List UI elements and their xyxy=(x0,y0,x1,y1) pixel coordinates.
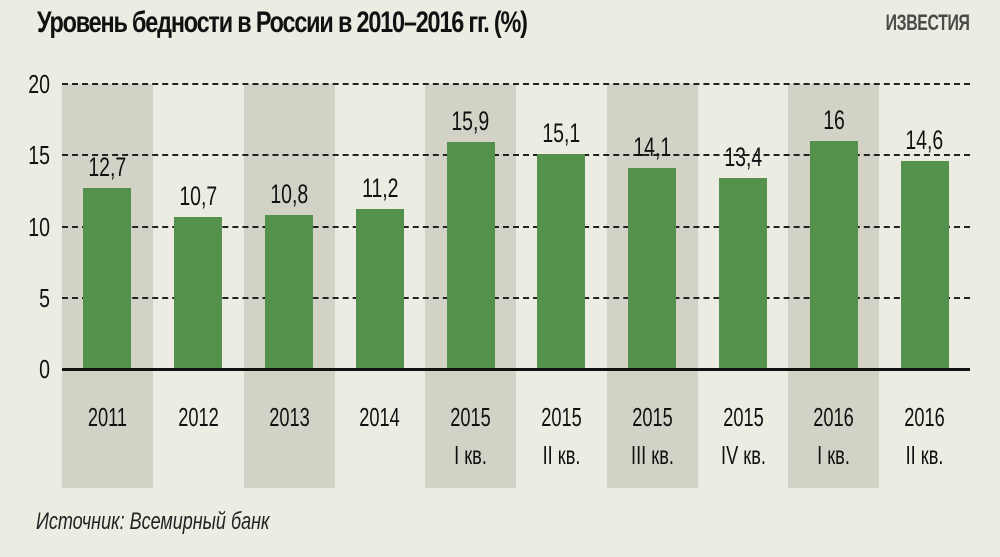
y-tick-label: 15 xyxy=(28,140,50,171)
bar xyxy=(900,160,949,369)
gridline xyxy=(62,296,970,299)
y-tick-label: 10 xyxy=(28,211,50,242)
x-tick-label: 2015 III кв. xyxy=(630,402,674,470)
value-label: 16 xyxy=(823,105,845,135)
bar xyxy=(537,153,586,369)
x-tick-label: 2015 I кв. xyxy=(450,402,491,470)
x-tick-label: 2013 xyxy=(268,402,310,432)
bar xyxy=(83,188,132,369)
x-tick-label: 2012 xyxy=(178,402,219,432)
value-label: 12,7 xyxy=(88,152,127,183)
x-axis-line xyxy=(62,368,970,371)
value-label: 15,9 xyxy=(451,106,490,137)
bar xyxy=(719,178,767,369)
x-tick-label: 2014 xyxy=(359,402,401,432)
x-tick-label: 2016 II кв. xyxy=(904,402,945,470)
gridline xyxy=(62,83,970,85)
value-label: 15,1 xyxy=(542,117,581,148)
bar xyxy=(355,209,404,369)
x-tick-label: 2011 xyxy=(87,402,128,432)
gridline xyxy=(62,154,970,157)
value-label: 10,8 xyxy=(270,179,309,210)
source-note: Источник: Всемирный банк xyxy=(36,508,270,535)
value-label: 10,7 xyxy=(179,180,218,211)
brand-logo: ИЗВЕСТИЯ xyxy=(886,10,970,35)
bar xyxy=(174,216,223,369)
x-tick-label: 2015 II кв. xyxy=(541,402,582,470)
bar xyxy=(809,141,858,369)
bar xyxy=(446,142,495,369)
bar xyxy=(628,168,677,369)
gridline xyxy=(62,225,970,228)
y-tick-label: 0 xyxy=(39,354,50,384)
value-label: 13,4 xyxy=(724,142,763,173)
chart-title: Уровень бедности в России в 2010–2016 гг… xyxy=(37,6,528,39)
value-label: 11,2 xyxy=(361,173,399,204)
bar xyxy=(265,215,313,369)
x-tick-label: 2016 I кв. xyxy=(813,402,855,470)
value-label: 14,6 xyxy=(905,124,944,155)
y-tick-label: 5 xyxy=(39,282,50,313)
value-label: 14,1 xyxy=(633,132,672,163)
x-tick-label: 2015 IV кв. xyxy=(720,402,766,470)
y-tick-label: 20 xyxy=(28,69,50,99)
